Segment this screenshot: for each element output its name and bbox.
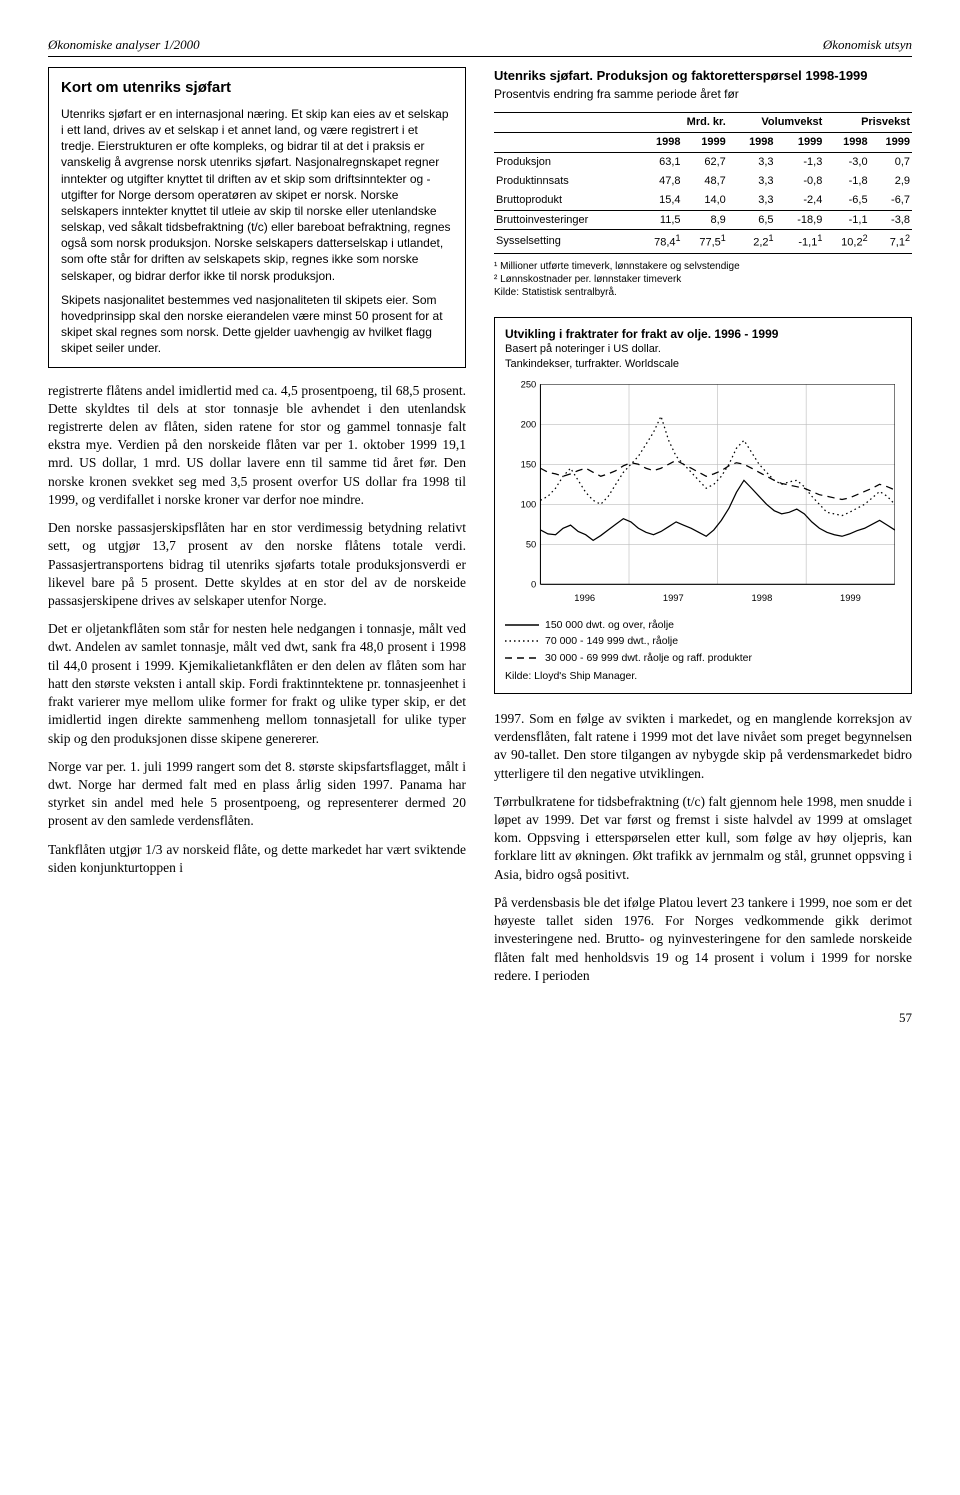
- year-header: 1998: [824, 133, 869, 153]
- chart-block: Utvikling i fraktrater for frakt av olje…: [494, 317, 912, 694]
- svg-text:1997: 1997: [663, 593, 684, 603]
- table-row: Bruttoprodukt15,414,03,3-2,4-6,5-6,7: [494, 191, 912, 210]
- table-footnote: ¹ Millioner utførte timeverk, lønnstaker…: [494, 260, 912, 273]
- svg-text:1998: 1998: [751, 593, 772, 603]
- chart-subtitle: Basert på noteringer i US dollar. Tankin…: [505, 342, 901, 372]
- info-box: Kort om utenriks sjøfart Utenriks sjøfar…: [48, 67, 466, 368]
- year-header: 1998: [637, 133, 682, 153]
- table-subtitle: Prosentvis endring fra samme periode åre…: [494, 86, 912, 102]
- table-row: Produksjon63,162,73,3-1,3-3,00,7: [494, 152, 912, 171]
- body-paragraph: Den norske passasjerskipsflåten har en s…: [48, 519, 466, 610]
- year-header: 1998: [728, 133, 776, 153]
- table-footnote: ² Lønnskostnader per. lønnstaker timever…: [494, 273, 912, 286]
- chart-source: Kilde: Lloyd's Ship Manager.: [505, 669, 901, 683]
- legend-item: 70 000 - 149 999 dwt., råolje: [505, 634, 901, 648]
- svg-text:100: 100: [521, 499, 537, 509]
- line-chart: 0 50 100 150 200 250 1996 1997 1998 1999: [505, 378, 901, 607]
- page-number: 57: [48, 1009, 912, 1027]
- table-title: Utenriks sjøfart. Produksjon og faktoret…: [494, 67, 912, 85]
- stats-table: Mrd. kr. Volumvekst Prisvekst 1998 1999 …: [494, 112, 912, 254]
- running-head-left: Økonomiske analyser 1/2000: [48, 36, 200, 54]
- body-paragraph: Tankflåten utgjør 1/3 av norskeid flåte,…: [48, 841, 466, 877]
- svg-text:150: 150: [521, 459, 537, 469]
- col-group: Prisvekst: [824, 113, 912, 133]
- table-source: Kilde: Statistisk sentralbyrå.: [494, 286, 912, 299]
- legend-item: 150 000 dwt. og over, råolje: [505, 618, 901, 632]
- box-paragraph: Utenriks sjøfart er en internasjonal nær…: [61, 106, 453, 284]
- stats-table-block: Utenriks sjøfart. Produksjon og faktoret…: [494, 67, 912, 299]
- body-paragraph: Det er oljetankflåten som står for neste…: [48, 620, 466, 748]
- body-paragraph: Tørrbulkratene for tidsbefraktning (t/c)…: [494, 793, 912, 884]
- running-head-right: Økonomisk utsyn: [823, 36, 912, 54]
- svg-text:50: 50: [526, 539, 536, 549]
- legend-item: 30 000 - 69 999 dwt. råolje og raff. pro…: [505, 651, 901, 665]
- body-paragraph: På verdensbasis ble det ifølge Platou le…: [494, 894, 912, 985]
- year-header: 1999: [870, 133, 912, 153]
- year-header: 1999: [683, 133, 728, 153]
- col-group: Mrd. kr.: [637, 113, 728, 133]
- svg-text:1996: 1996: [574, 593, 595, 603]
- body-paragraph: registrerte flåtens andel imidlertid med…: [48, 382, 466, 510]
- svg-text:1999: 1999: [840, 593, 861, 603]
- svg-text:200: 200: [521, 419, 537, 429]
- body-paragraph: 1997. Som en følge av svikten i markedet…: [494, 710, 912, 783]
- table-row: Produktinnsats47,848,73,3-0,8-1,82,9: [494, 172, 912, 191]
- body-paragraph: Norge var per. 1. juli 1999 rangert som …: [48, 758, 466, 831]
- box-title: Kort om utenriks sjøfart: [61, 78, 453, 98]
- chart-title: Utvikling i fraktrater for frakt av olje…: [505, 326, 901, 342]
- box-paragraph: Skipets nasjonalitet bestemmes ved nasjo…: [61, 292, 453, 357]
- year-header: 1999: [776, 133, 825, 153]
- svg-text:0: 0: [531, 579, 536, 589]
- svg-text:250: 250: [521, 379, 537, 389]
- col-group: Volumvekst: [728, 113, 825, 133]
